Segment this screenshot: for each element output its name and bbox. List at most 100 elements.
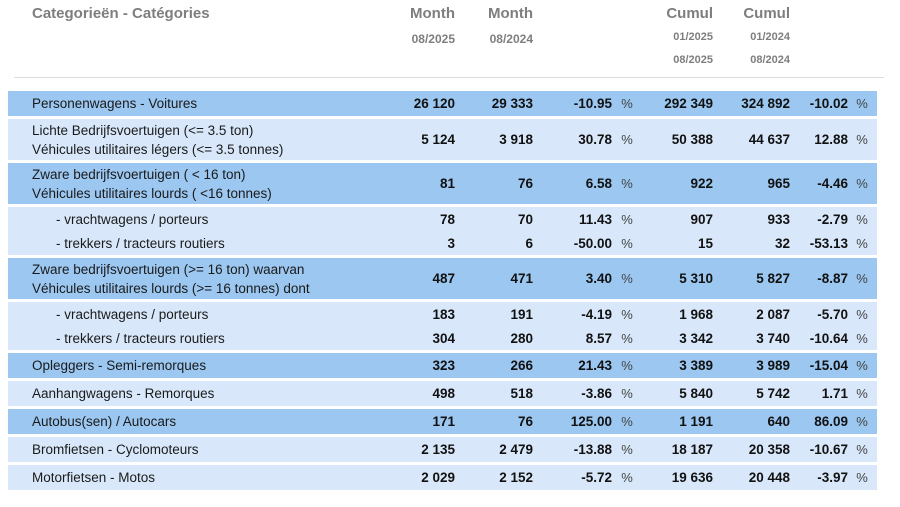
cumul-previous-value: 3 989 bbox=[756, 358, 790, 373]
month-previous-title: Month bbox=[488, 5, 533, 22]
cumul-current-value: 50 388 bbox=[671, 132, 713, 147]
table-body: Personenwagens - Voitures 26 120 29 333 … bbox=[8, 91, 900, 490]
cumul-previous-value: 324 892 bbox=[741, 96, 790, 111]
cumul-current-value: 922 bbox=[690, 176, 713, 191]
category-label-nl: Lichte Bedrijfsvoertuigen (<= 3.5 ton) bbox=[32, 122, 254, 138]
cumul-change-pct: -2.79 bbox=[817, 211, 848, 227]
cumul-previous-value: 640 bbox=[767, 414, 790, 429]
cumul-current-value: 292 349 bbox=[664, 96, 713, 111]
cumul-percent-sign: % bbox=[856, 442, 868, 457]
month-change-pct: 3.40 bbox=[585, 271, 612, 286]
month-current-value: 487 bbox=[432, 271, 455, 286]
month-current-value: 2 029 bbox=[421, 470, 455, 485]
cumul-change-pct: -10.67 bbox=[809, 442, 848, 457]
category-label-fr: Véhicules utilitaires lourds (>= 16 tonn… bbox=[32, 280, 310, 296]
month-change-pct: -5.72 bbox=[581, 470, 612, 485]
table-row: Motorfietsen - Motos 2 029 2 152 -5.72 %… bbox=[8, 465, 877, 490]
category-label-nl: Autobus(sen) / Autocars bbox=[32, 414, 177, 429]
month-change-pct: 6.58 bbox=[585, 176, 612, 191]
category-cell: Motorfietsen - Motos bbox=[8, 468, 360, 487]
category-label-nl: - trekkers / tracteurs routiers bbox=[56, 330, 225, 346]
cumul-current-value: 1 968 bbox=[679, 306, 713, 322]
cumul-previous-value: 20 448 bbox=[748, 470, 790, 485]
month-previous-value: 3 918 bbox=[499, 132, 533, 147]
cumul-change-pct: 12.88 bbox=[814, 132, 848, 147]
month-current-value: 323 bbox=[432, 358, 455, 373]
table-row: Zware bedrijfsvoertuigen ( < 16 ton) Véh… bbox=[8, 163, 877, 204]
month-change-pct: -10.95 bbox=[573, 96, 612, 111]
cumul-change-pct: 1.71 bbox=[821, 386, 848, 401]
cumul-previous-value: 44 637 bbox=[748, 132, 790, 147]
month-percent-sign: % bbox=[621, 211, 633, 227]
cumul-percent-sign: % bbox=[856, 306, 868, 322]
table-row: - vrachtwagens / porteurs 183 191 -4.19 … bbox=[8, 302, 877, 326]
table-row: - trekkers / tracteurs routiers 304 280 … bbox=[8, 326, 877, 350]
cumul-current-value: 3 342 bbox=[679, 330, 713, 346]
table-row: Zware bedrijfsvoertuigen (>= 16 ton) waa… bbox=[8, 258, 877, 299]
header-divider bbox=[14, 77, 884, 78]
month-percent-sign: % bbox=[621, 271, 633, 286]
cumul-change-pct: -5.70 bbox=[817, 306, 848, 322]
month-change-pct: -3.86 bbox=[581, 386, 612, 401]
cumul-previous-value: 933 bbox=[767, 211, 790, 227]
cumul-current-header: Cumul 01/2025 08/2025 bbox=[642, 5, 713, 67]
month-current-value: 183 bbox=[432, 306, 455, 322]
month-change-pct: 125.00 bbox=[570, 414, 612, 429]
month-previous-value: 6 bbox=[525, 235, 533, 251]
category-cell: Autobus(sen) / Autocars bbox=[8, 412, 360, 431]
month-current-header: Month 08/2025 bbox=[360, 5, 455, 46]
month-percent-sign: % bbox=[621, 132, 633, 147]
month-change-pct: 30.78 bbox=[578, 132, 612, 147]
month-current-value: 2 135 bbox=[421, 442, 455, 457]
month-previous-value: 70 bbox=[517, 211, 533, 227]
cumul-percent-sign: % bbox=[856, 132, 868, 147]
category-cell: - trekkers / tracteurs routiers bbox=[8, 234, 360, 253]
cumul-current-value: 5 840 bbox=[679, 386, 713, 401]
category-cell: Aanhangwagens - Remorques bbox=[8, 384, 360, 403]
month-current-value: 5 124 bbox=[421, 132, 455, 147]
cumul-percent-sign: % bbox=[856, 96, 868, 111]
month-percent-sign: % bbox=[621, 235, 633, 251]
table-row: Opleggers - Semi-remorques 323 266 21.43… bbox=[8, 353, 877, 378]
month-current-date: 08/2025 bbox=[411, 32, 455, 46]
month-change-pct: -13.88 bbox=[573, 442, 612, 457]
cumul-percent-sign: % bbox=[856, 386, 868, 401]
month-previous-value: 471 bbox=[510, 271, 533, 286]
category-cell: Opleggers - Semi-remorques bbox=[8, 356, 360, 375]
cumul-current-value: 15 bbox=[697, 235, 713, 251]
month-current-value: 304 bbox=[432, 330, 455, 346]
month-change-pct: 11.43 bbox=[578, 211, 612, 227]
cumul-current-value: 19 636 bbox=[671, 470, 713, 485]
table-row: Autobus(sen) / Autocars 171 76 125.00 % … bbox=[8, 409, 877, 434]
category-label-nl: Zware bedrijfsvoertuigen (>= 16 ton) waa… bbox=[32, 261, 305, 277]
month-percent-sign: % bbox=[621, 176, 633, 191]
cumul-current-value: 1 191 bbox=[679, 414, 713, 429]
month-previous-value: 266 bbox=[510, 358, 533, 373]
cumul-previous-value: 20 358 bbox=[748, 442, 790, 457]
cumul-previous-header: Cumul 01/2024 08/2024 bbox=[713, 5, 790, 67]
cumul-previous-value: 5 827 bbox=[756, 271, 790, 286]
category-cell: Zware bedrijfsvoertuigen (>= 16 ton) waa… bbox=[8, 260, 360, 298]
table-row: Aanhangwagens - Remorques 498 518 -3.86 … bbox=[8, 381, 877, 406]
cumul-percent-sign: % bbox=[856, 271, 868, 286]
month-percent-sign: % bbox=[621, 330, 633, 346]
category-cell: - vrachtwagens / porteurs bbox=[8, 305, 360, 324]
month-change-pct: -50.00 bbox=[573, 235, 612, 251]
category-label-fr: Véhicules utilitaires lourds ( <16 tonne… bbox=[32, 185, 272, 201]
month-percent-sign: % bbox=[621, 414, 633, 429]
category-label-nl: - vrachtwagens / porteurs bbox=[56, 211, 209, 227]
month-current-value: 171 bbox=[432, 414, 455, 429]
cumul-previous-date-to: 08/2024 bbox=[750, 54, 790, 66]
category-header: Categorieën - Catégories bbox=[8, 5, 360, 23]
cumul-change-pct: -15.04 bbox=[809, 358, 848, 373]
category-label-nl: - trekkers / tracteurs routiers bbox=[56, 235, 225, 251]
cumul-change-pct: -10.02 bbox=[809, 96, 848, 111]
cumul-change-pct: -4.46 bbox=[817, 176, 848, 191]
cumul-change-pct: 86.09 bbox=[814, 414, 848, 429]
cumul-percent-sign: % bbox=[856, 211, 868, 227]
cumul-change-pct: -3.97 bbox=[817, 470, 848, 485]
cumul-previous-value: 965 bbox=[767, 176, 790, 191]
category-cell: - vrachtwagens / porteurs bbox=[8, 210, 360, 229]
month-percent-sign: % bbox=[621, 96, 633, 111]
